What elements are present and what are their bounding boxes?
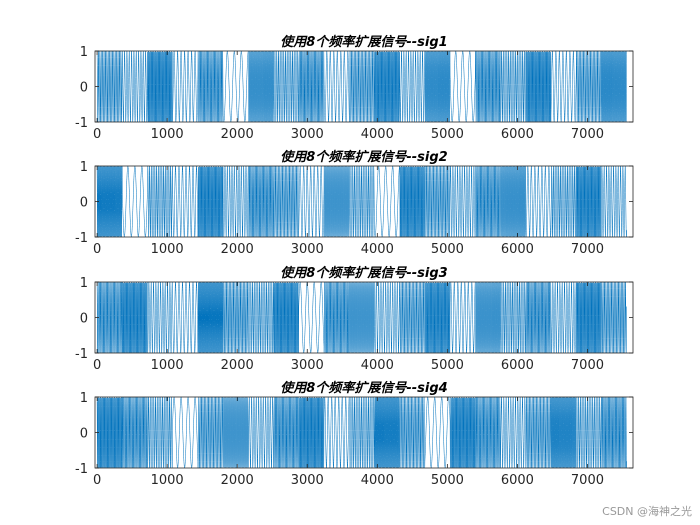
x-tick-label: 3000 xyxy=(291,358,324,373)
y-tick-label: 0 xyxy=(80,81,88,96)
x-tick-label: 6000 xyxy=(501,127,534,142)
y-tick-label: -1 xyxy=(75,462,88,477)
y-tick-label: 0 xyxy=(80,427,88,442)
subplot-title: 使用8个频率扩展信号--sig3 xyxy=(280,265,447,281)
x-tick-label: 2000 xyxy=(221,473,254,488)
x-tick-label: 5000 xyxy=(431,127,464,142)
x-tick-label: 3000 xyxy=(291,242,324,257)
y-tick-label: 1 xyxy=(80,45,88,60)
x-tick-label: 4000 xyxy=(361,127,394,142)
x-tick-label: 7000 xyxy=(571,127,604,142)
y-tick-label: 0 xyxy=(80,312,88,327)
y-tick-label: 1 xyxy=(80,160,88,175)
y-tick-label: 1 xyxy=(80,391,88,406)
x-tick-label: 5000 xyxy=(431,242,464,257)
x-tick-label: 0 xyxy=(93,127,101,142)
watermark: CSDN @海神之光 xyxy=(602,505,692,518)
x-tick-label: 1000 xyxy=(151,358,184,373)
x-tick-label: 7000 xyxy=(571,242,604,257)
signal-line xyxy=(96,281,627,354)
x-tick-label: 1000 xyxy=(151,127,184,142)
x-tick-label: 6000 xyxy=(501,473,534,488)
x-tick-label: 4000 xyxy=(361,473,394,488)
x-tick-label: 3000 xyxy=(291,127,324,142)
x-tick-label: 2000 xyxy=(221,242,254,257)
x-tick-label: 3000 xyxy=(291,473,324,488)
x-tick-label: 4000 xyxy=(361,358,394,373)
y-tick-label: -1 xyxy=(75,231,88,246)
x-tick-label: 0 xyxy=(93,242,101,257)
x-tick-label: 7000 xyxy=(571,358,604,373)
x-tick-label: 5000 xyxy=(431,473,464,488)
x-tick-label: 5000 xyxy=(431,358,464,373)
x-tick-label: 7000 xyxy=(571,473,604,488)
x-tick-label: 1000 xyxy=(151,242,184,257)
y-tick-label: 1 xyxy=(80,276,88,291)
signal-line xyxy=(96,165,627,238)
y-tick-label: -1 xyxy=(75,347,88,362)
y-tick-label: 0 xyxy=(80,196,88,211)
subplot-title: 使用8个频率扩展信号--sig4 xyxy=(280,380,447,396)
subplot-title: 使用8个频率扩展信号--sig1 xyxy=(280,34,447,50)
subplot-3: 0 1000 2000 3000 4000 5000 6000 7000 -1 0 1 使用8个频率扩… xyxy=(75,265,634,373)
x-tick-label: 0 xyxy=(93,473,101,488)
signal-line xyxy=(96,396,627,469)
x-tick-label: 6000 xyxy=(501,242,534,257)
y-tick-label: -1 xyxy=(75,116,88,131)
subplot-1: 0 1000 2000 3000 4000 5000 6000 7000 -1 0 1 使用8个频率扩… xyxy=(75,34,634,142)
x-tick-label: 1000 xyxy=(151,473,184,488)
x-tick-label: 6000 xyxy=(501,358,534,373)
subplot-title: 使用8个频率扩展信号--sig2 xyxy=(280,149,447,165)
subplot-2: 0 1000 2000 3000 4000 5000 6000 7000 -1 0 1 使用8个频率扩… xyxy=(75,149,634,257)
signal-line xyxy=(96,50,627,123)
x-tick-label: 4000 xyxy=(361,242,394,257)
x-tick-label: 0 xyxy=(93,358,101,373)
subplot-4: 0 1000 2000 3000 4000 5000 6000 7000 -1 0 1 使用8个频率扩… xyxy=(75,380,634,488)
x-tick-label: 2000 xyxy=(221,127,254,142)
x-tick-label: 2000 xyxy=(221,358,254,373)
